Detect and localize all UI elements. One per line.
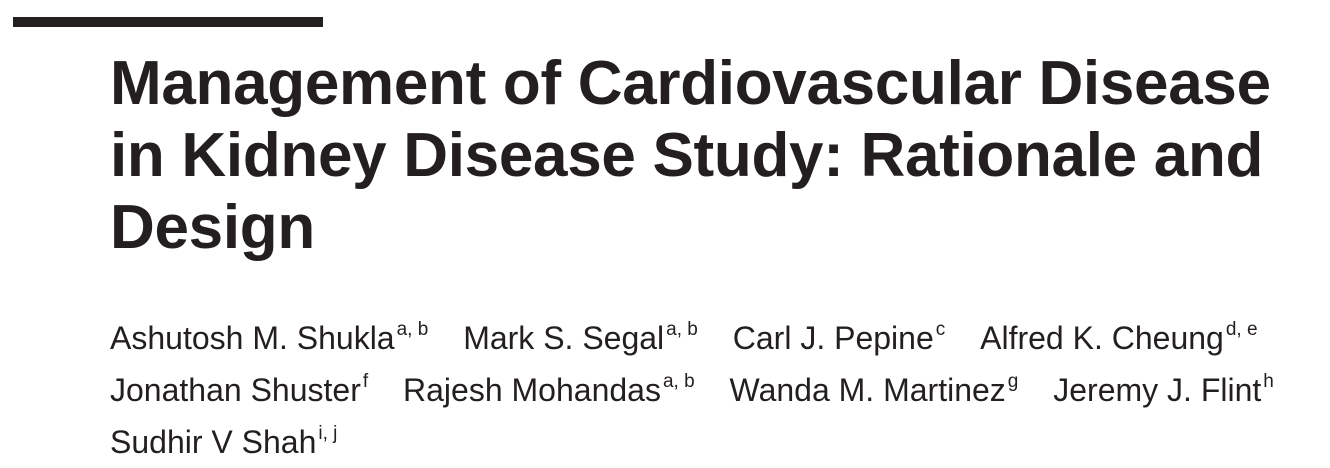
author-line: Sudhir V Shah i, j [110,416,1320,468]
author-affiliation: c [935,319,946,340]
author-affiliation: a, b [666,319,698,340]
author: Ashutosh M. Shukla a, b [110,312,428,364]
author-affiliation: a, b [396,319,429,340]
author-line: Ashutosh M. Shukla a, b Mark S. Segal a, b… [110,312,1320,364]
author-affiliation: g [1007,371,1019,392]
author-list: Ashutosh M. Shukla a, b Mark S. Segal a, b… [110,312,1320,468]
author-name: Alfred K. Cheung [980,320,1224,356]
author: Rajesh Mohandas a, b [403,364,695,416]
author-name: Jeremy J. Flint [1053,372,1262,408]
author: Carl J. Pepine c [733,312,945,364]
author-name: Sudhir V Shah [110,424,317,460]
author: Alfred K. Cheung d, e [980,312,1257,364]
header-rule [13,17,323,27]
author: Mark S. Segal a, b [463,312,698,364]
author-affiliation: i, j [318,423,338,444]
author: Jonathan Shuster f [110,364,368,416]
title-line: Design [110,193,315,262]
title-line: Management of Cardiovascular Disease [110,49,1271,118]
author-name: Ashutosh M. Shukla [110,320,395,356]
author: Wanda M. Martinez g [730,364,1019,416]
author-affiliation: a, b [662,371,695,392]
article-title: Management of Cardiovascular Disease in … [110,48,1310,264]
author: Jeremy J. Flint h [1053,364,1274,416]
author-name: Jonathan Shuster [110,372,361,408]
title-line: in Kidney Disease Study: Rationale and [110,121,1264,190]
author-name: Carl J. Pepine [732,320,934,356]
author-line: Jonathan Shuster f Rajesh Mohandas a, b Wa… [110,364,1320,416]
author-affiliation: f [362,371,369,392]
author-name: Rajesh Mohandas [403,372,661,408]
author-affiliation: d, e [1225,319,1258,340]
author-name: Wanda M. Martinez [729,372,1006,408]
author-name: Mark S. Segal [463,320,665,356]
author-affiliation: h [1263,371,1274,392]
author: Sudhir V Shah i, j [110,416,337,468]
